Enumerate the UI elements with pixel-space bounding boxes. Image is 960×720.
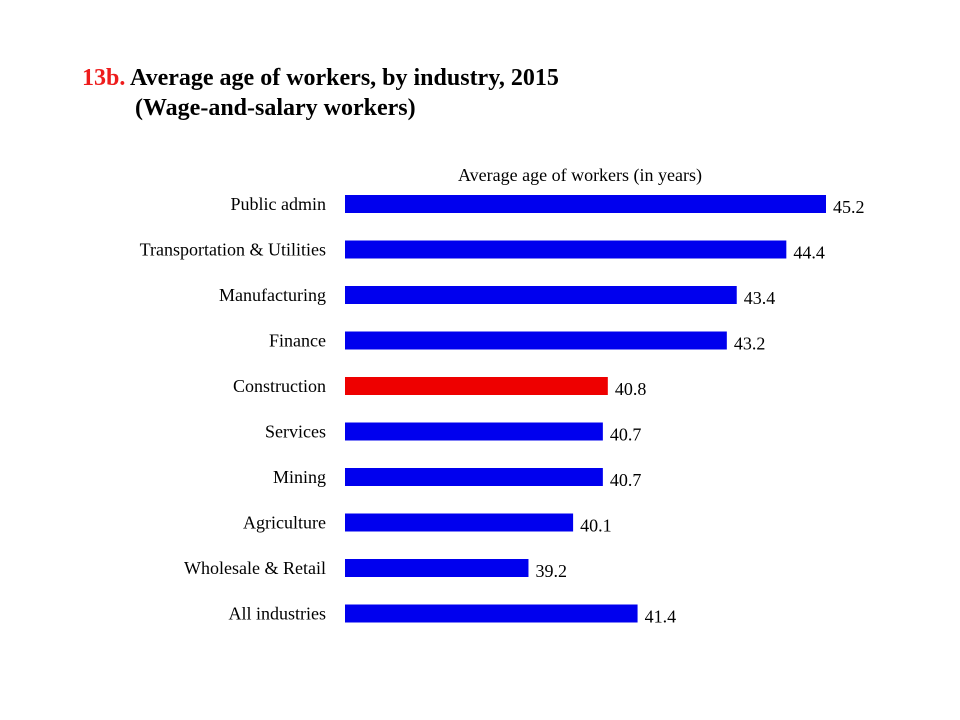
category-label: Wholesale & Retail [184, 558, 326, 578]
chart-title-main: Average age of workers, by industry, 201… [125, 65, 559, 91]
category-label: Finance [269, 331, 326, 351]
bars-group [345, 195, 826, 623]
bar-public-admin [345, 195, 826, 213]
value-label: 44.4 [793, 243, 825, 263]
category-label: All industries [229, 604, 327, 624]
value-label: 39.2 [535, 561, 567, 581]
bar-manufacturing [345, 286, 737, 304]
bar-all-industries [345, 604, 638, 623]
category-label: Mining [273, 467, 326, 487]
category-labels-group: Public admin Transportation & Utilities Ma… [140, 194, 326, 624]
value-label: 45.2 [833, 197, 865, 217]
x-axis-title: Average age of workers (in years) [458, 165, 702, 186]
bar-finance [345, 331, 727, 350]
bar-mining [345, 468, 603, 486]
category-label: Construction [233, 376, 326, 396]
category-label: Agriculture [243, 513, 326, 533]
chart-number: 13b. [82, 65, 126, 91]
category-label: Public admin [231, 194, 327, 214]
bar-wholesale-retail [345, 559, 529, 577]
category-label: Manufacturing [219, 285, 326, 305]
value-label: 43.2 [734, 334, 766, 354]
value-label: 41.4 [645, 607, 677, 627]
bar-construction [345, 377, 608, 395]
value-label: 43.4 [744, 288, 776, 308]
bar-services [345, 422, 603, 441]
chart-subtitle: (Wage-and-salary workers) [135, 95, 416, 121]
category-label: Services [265, 422, 326, 442]
value-label: 40.8 [615, 379, 647, 399]
value-labels-group: 45.2 44.4 43.4 43.2 40.8 40.7 40.7 40.1 39.2 41.4 [535, 197, 864, 627]
value-label: 40.1 [580, 516, 612, 536]
bar-agriculture [345, 513, 574, 532]
value-label: 40.7 [610, 425, 642, 445]
category-label: Transportation & Utilities [140, 240, 326, 260]
chart-title: 13b. Average age of workers, by industry… [82, 63, 559, 123]
bar-transportation-utilities [345, 240, 787, 259]
value-label: 40.7 [610, 470, 642, 490]
